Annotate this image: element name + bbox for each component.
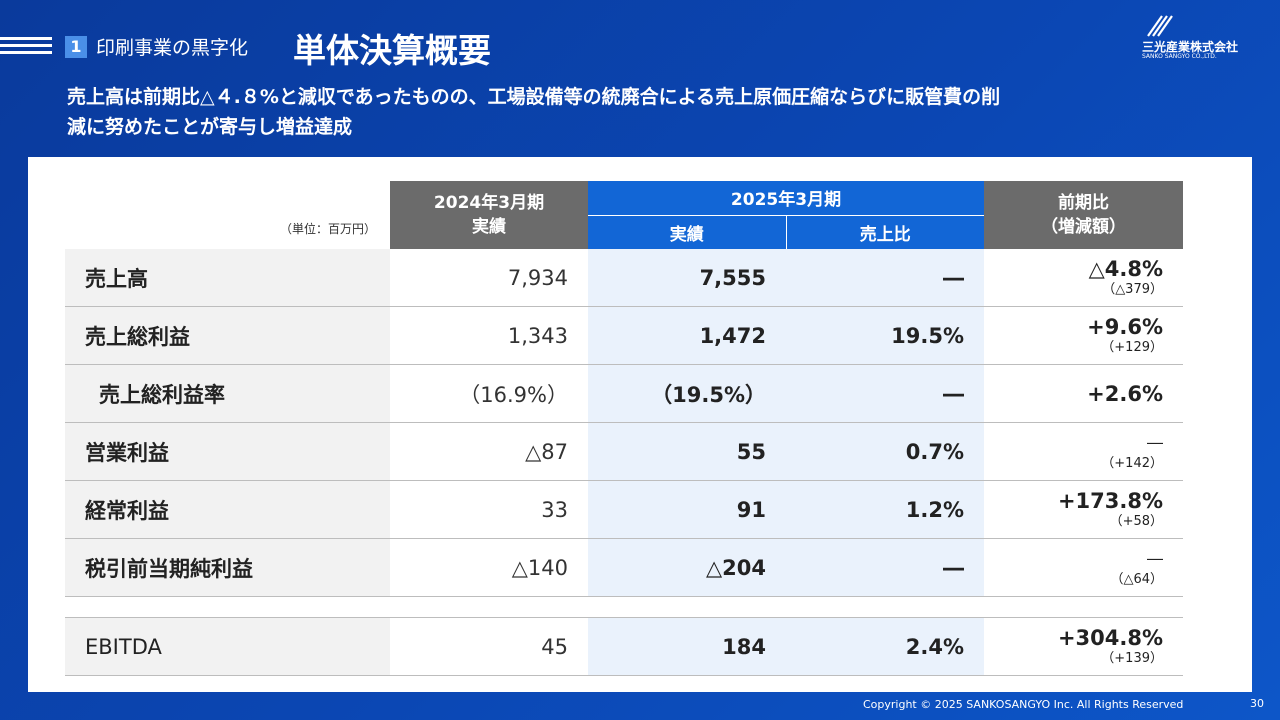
lead-line-2: 減に努めたことが寄与し増益達成 — [67, 116, 353, 138]
prev-value: 1,343 — [390, 306, 588, 365]
section-number-badge: 1 — [65, 36, 87, 58]
change-percent: ― — [1147, 432, 1163, 452]
change-cell: +2.6% — [984, 364, 1183, 423]
header-change-sub: （増減額） — [1041, 217, 1126, 237]
current-value: 55 — [588, 422, 786, 481]
sales-ratio: 2.4% — [786, 617, 984, 676]
change-amount: （+139） — [1101, 650, 1163, 666]
current-value: △204 — [588, 538, 786, 597]
financial-summary-panel: （単位：百万円） 2024年3月期 実績 2025年3月期 前期比 （増減額） … — [28, 157, 1252, 692]
header-decoration-lines — [0, 37, 52, 58]
prev-value: 7,934 — [390, 249, 588, 307]
prev-value: （16.9%） — [390, 364, 588, 423]
header-current-actual: 実績 — [588, 215, 786, 249]
prev-value: 33 — [390, 480, 588, 539]
change-cell: +9.6% （+129） — [984, 306, 1183, 365]
change-cell: +304.8% （+139） — [984, 617, 1183, 676]
change-amount: （△64） — [1110, 571, 1163, 587]
current-value: 184 — [588, 617, 786, 676]
company-name: 三光産業株式会社 — [1142, 40, 1239, 54]
row-label: 売上高 — [65, 249, 390, 307]
page-number: 30 — [1250, 697, 1264, 710]
change-percent: +2.6% — [1087, 381, 1163, 406]
change-amount: （+129） — [1101, 339, 1163, 355]
header-prev-year-label: 2024年3月期 — [433, 193, 545, 213]
table-row-gross-margin: 売上総利益率 （16.9%） （19.5%） ― +2.6% — [65, 364, 1183, 423]
lead-text: 売上高は前期比△４.８%と減収であったものの、工場設備等の統廃合による売上原価圧… — [67, 82, 1217, 142]
change-amount: （+58） — [1109, 513, 1163, 529]
table-row-ebitda: EBITDA 45 184 2.4% +304.8% （+139） — [65, 617, 1183, 676]
company-logo: 三光産業株式会社 SANKO SANGYO CO.,LTD. — [1142, 14, 1252, 62]
table-spacer-row — [65, 596, 1183, 618]
row-label: 売上総利益 — [65, 306, 390, 365]
table-row-ordinary-income: 経常利益 33 91 1.2% +173.8% （+58） — [65, 480, 1183, 539]
prev-value: △87 — [390, 422, 588, 481]
table-row-pretax-income: 税引前当期純利益 △140 △204 ― ― （△64） — [65, 538, 1183, 597]
change-cell: △4.8% （△379） — [984, 249, 1183, 307]
change-percent: +9.6% — [1087, 314, 1163, 339]
change-cell: ― （+142） — [984, 422, 1183, 481]
logo-mark-icon — [1147, 15, 1173, 37]
sales-ratio: ― — [786, 538, 984, 597]
change-cell: ― （△64） — [984, 538, 1183, 597]
current-value: 91 — [588, 480, 786, 539]
section-title: 印刷事業の黒字化 — [96, 37, 249, 59]
table-row-gross-profit: 売上総利益 1,343 1,472 19.5% +9.6% （+129） — [65, 306, 1183, 365]
current-value: 1,472 — [588, 306, 786, 365]
change-amount: （+142） — [1101, 455, 1163, 471]
header-current-ratio: 売上比 — [785, 215, 984, 249]
change-percent: △4.8% — [1088, 256, 1163, 281]
table-row-net-sales: 売上高 7,934 7,555 ― △4.8% （△379） — [65, 249, 1183, 307]
row-label: 経常利益 — [65, 480, 390, 539]
row-label: 営業利益 — [65, 422, 390, 481]
row-label: EBITDA — [65, 617, 390, 676]
table-row-operating-income: 営業利益 △87 55 0.7% ― （+142） — [65, 422, 1183, 481]
header-prev-year-actual: 実績 — [472, 217, 506, 237]
copyright-text: Copyright © 2025 SANKOSANGYO Inc. All Ri… — [863, 698, 1184, 711]
company-name-en: SANKO SANGYO CO.,LTD. — [1142, 53, 1217, 60]
sales-ratio: ― — [786, 249, 984, 307]
current-value: 7,555 — [588, 249, 786, 307]
header-current-year: 2025年3月期 — [588, 181, 984, 216]
change-cell: +173.8% （+58） — [984, 480, 1183, 539]
change-percent: +304.8% — [1057, 625, 1163, 650]
prev-value: △140 — [390, 538, 588, 597]
lead-line-1: 売上高は前期比△４.８%と減収であったものの、工場設備等の統廃合による売上原価圧… — [67, 86, 1001, 108]
row-label: 売上総利益率 — [65, 364, 390, 423]
header-prev-year: 2024年3月期 実績 — [390, 181, 588, 249]
financial-summary-table: （単位：百万円） 2024年3月期 実績 2025年3月期 前期比 （増減額） … — [65, 181, 1183, 676]
header-change-label: 前期比 — [1058, 193, 1109, 213]
prev-value: 45 — [390, 617, 588, 676]
sales-ratio: ― — [786, 364, 984, 423]
change-percent: +173.8% — [1057, 488, 1163, 513]
change-amount: （△379） — [1102, 281, 1163, 297]
page-title: 単体決算概要 — [293, 31, 491, 70]
current-value: （19.5%） — [588, 364, 786, 423]
row-label: 税引前当期純利益 — [65, 538, 390, 597]
unit-label: （単位：百万円） — [279, 222, 376, 236]
sales-ratio: 19.5% — [786, 306, 984, 365]
change-percent: ― — [1147, 548, 1163, 568]
header-change: 前期比 （増減額） — [984, 181, 1183, 249]
sales-ratio: 1.2% — [786, 480, 984, 539]
sales-ratio: 0.7% — [786, 422, 984, 481]
